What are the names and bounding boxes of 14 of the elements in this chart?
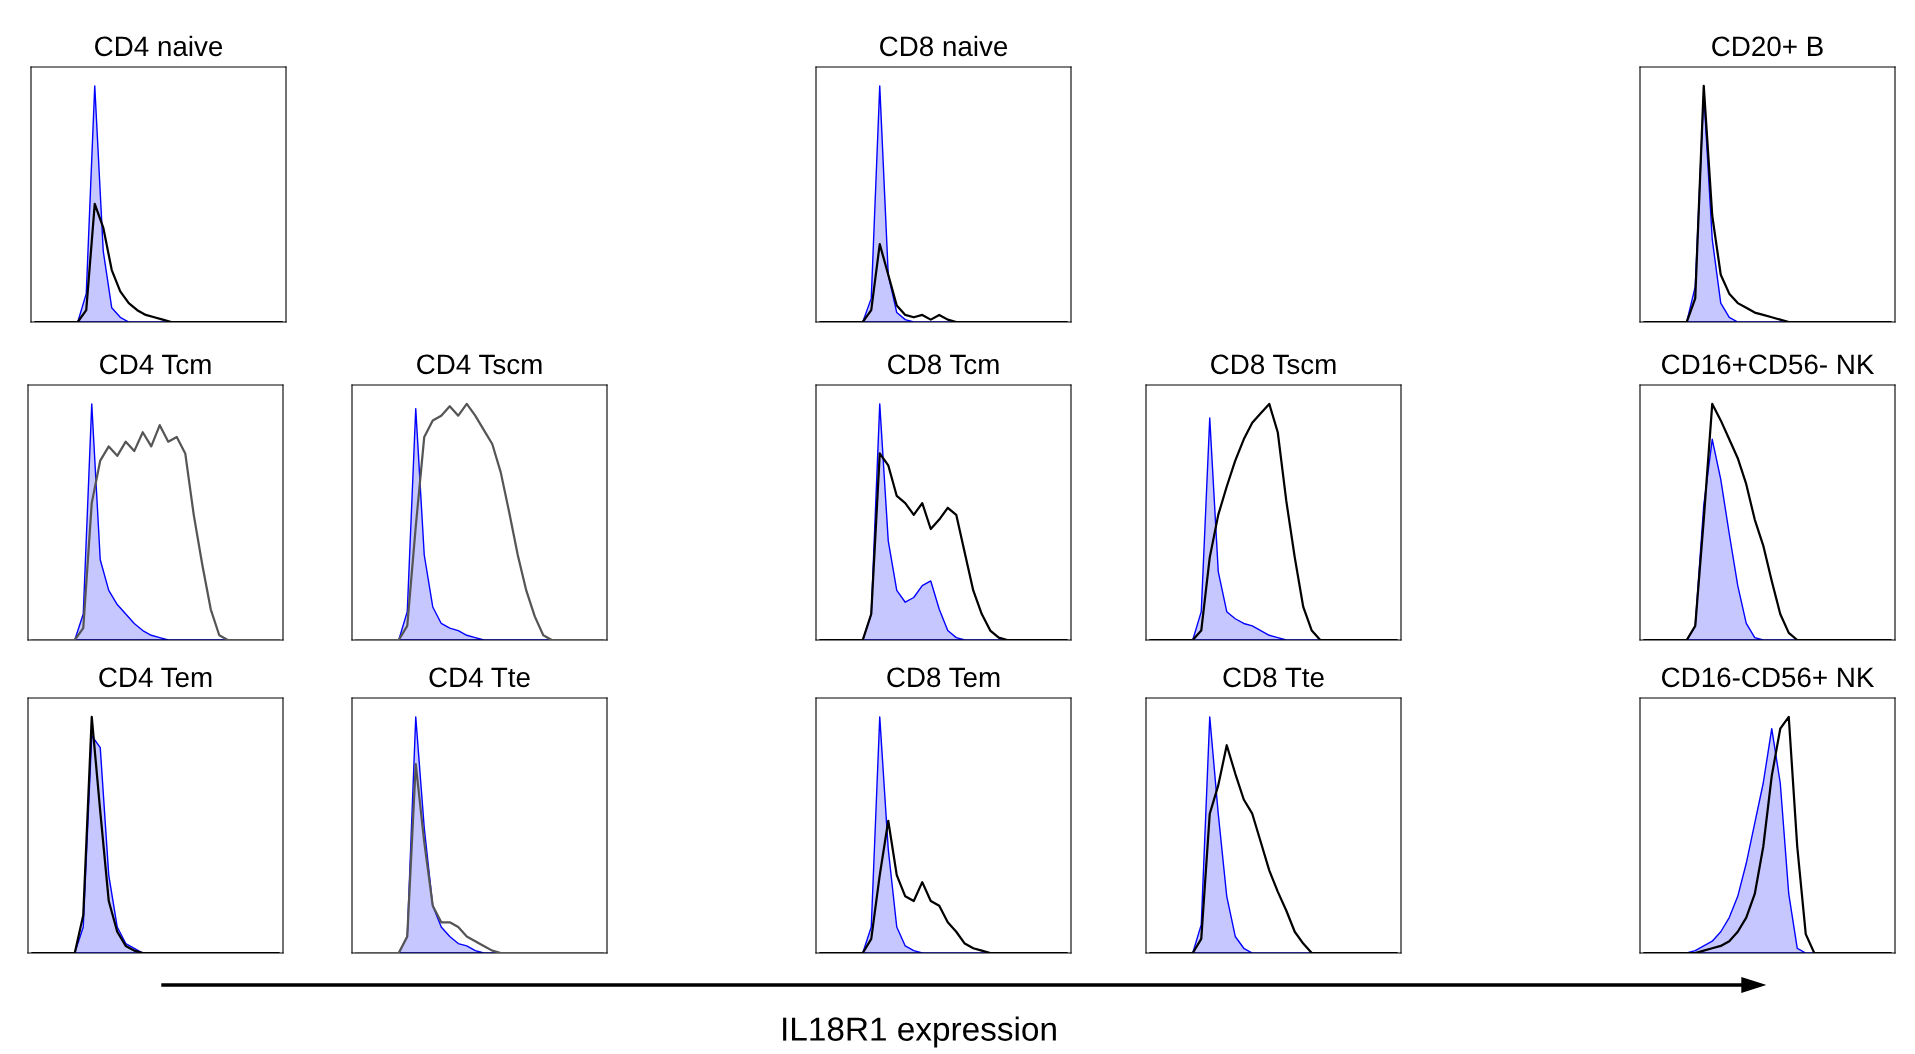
chart-title: CD8 Tcm [888, 354, 999, 375]
chart-title: CD8 Tscm [1211, 354, 1336, 375]
chart-title: CD16-CD56+ NK [1662, 667, 1875, 688]
chart-title: CD16+CD56- NK [1662, 354, 1875, 375]
chart-title: CD4 Tcm [100, 354, 211, 375]
chart-title: CD20+ B [1712, 36, 1823, 57]
chart-title: CD8 Tte [1223, 667, 1324, 688]
chart-title: CD4 Tte [429, 667, 530, 688]
chart-title: CD4 naive [95, 35, 223, 57]
text: IL18R1 expression [783, 1016, 1056, 1048]
chart-title: CD4 Tem [99, 667, 212, 688]
chart-title: CD8 Tem [887, 667, 1000, 688]
chart-title: CD4 Tscm [417, 354, 542, 375]
chart-title: CD8 naive [880, 35, 1008, 57]
